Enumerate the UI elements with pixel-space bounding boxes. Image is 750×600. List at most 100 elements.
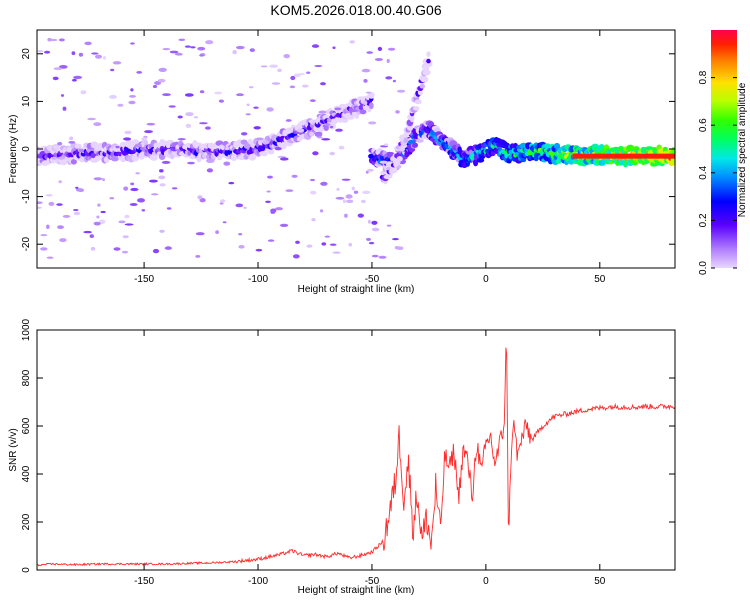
spectrogram-noise-cell — [274, 147, 282, 151]
spectrogram-noise-cell — [395, 110, 400, 114]
spectrogram-noise-cell — [37, 50, 44, 53]
spectrogram-noise-cell — [363, 79, 368, 83]
spectrogram-noise-cell — [332, 251, 341, 254]
spectrogram-ytick-label: 10 — [21, 95, 32, 107]
spectrogram-noise-cell — [73, 211, 81, 216]
spectrogram-noise-cell — [386, 224, 392, 227]
spectrogram-noise-cell — [195, 232, 205, 236]
spectrogram-noise-cell — [309, 99, 316, 102]
spectrogram-noise-cell — [177, 115, 183, 119]
spectrogram-noise-cell — [199, 54, 205, 57]
spectrogram-cell — [396, 156, 403, 162]
spectrogram-noise-cell — [93, 177, 103, 181]
spectrogram-cell — [501, 142, 510, 149]
spectrogram-noise-cell — [73, 75, 83, 80]
spectrogram-noise-cell — [168, 105, 176, 108]
spectrogram-cell — [120, 141, 127, 148]
spectrogram-noise-cell — [371, 220, 378, 225]
spectrogram-noise-cell — [266, 190, 271, 193]
spectrogram-xtick-label: -50 — [365, 274, 380, 285]
colorbar-tick-label: 0.8 — [698, 70, 709, 84]
snr-xtick-label: -50 — [365, 576, 380, 587]
spectrogram-noise-cell — [329, 151, 336, 156]
spectrogram-cell — [412, 106, 420, 111]
spectrogram-noise-cell — [253, 106, 259, 109]
spectrogram-noise-cell — [134, 143, 142, 148]
snr-ytick-label: 800 — [21, 369, 32, 386]
spectrogram-noise-cell — [121, 250, 129, 254]
spectrogram-noise-cell — [306, 244, 313, 248]
spectrogram-noise-cell — [158, 67, 167, 72]
spectrogram-cell — [424, 60, 433, 68]
spectrogram-noise-cell — [235, 203, 244, 208]
spectrogram-cell — [426, 51, 431, 57]
spectrogram-noise-cell — [269, 64, 278, 68]
spectrogram-noise-cell — [335, 196, 345, 200]
spectrogram-noise-cell — [320, 181, 328, 186]
spectrogram-noise-cell — [311, 44, 320, 48]
spectrogram-noise-cell — [357, 213, 364, 218]
spectrogram-noise-cell — [277, 155, 286, 158]
spectrogram-noise-cell — [58, 38, 65, 42]
spectrogram-noise-cell — [239, 150, 243, 153]
spectrogram-cell — [368, 102, 374, 110]
spectrogram-noise-cell — [69, 136, 74, 141]
spectrogram-noise-cell — [169, 50, 179, 54]
spectrogram-noise-cell — [267, 175, 273, 179]
spectrogram-noise-cell — [72, 78, 77, 82]
spectrogram-noise-cell — [56, 203, 63, 206]
spectrogram-noise-cell — [124, 214, 130, 219]
spectrogram-noise-cell — [312, 151, 319, 156]
spectrogram-noise-cell — [245, 113, 251, 116]
spectrogram-noise-cell — [110, 68, 115, 72]
spectrogram-noise-cell — [365, 170, 369, 174]
spectrogram-noise-cell — [52, 145, 59, 149]
spectrogram-noise-cell — [267, 239, 275, 242]
spectrogram-noise-cell — [265, 200, 271, 203]
spectrogram-noise-cell — [124, 223, 134, 226]
snr-ytick-label: 0 — [21, 567, 32, 573]
colorbar-gradient — [711, 30, 737, 268]
spectrogram-xtick-label: -100 — [248, 274, 268, 285]
spectrogram-noise-cell — [392, 238, 399, 241]
spectrogram-noise-cell — [338, 145, 345, 150]
spectrogram-noise-cell — [187, 161, 195, 165]
spectrogram-noise-cell — [71, 51, 76, 56]
chart-title: KOM5.2026.018.00.40.G06 — [270, 2, 441, 18]
spectrogram-cell — [417, 89, 423, 96]
spectrogram-noise-cell — [184, 45, 191, 48]
spectrogram-noise-cell — [68, 141, 76, 144]
spectrogram-noise-cell — [275, 207, 283, 211]
spectrogram-noise-cell — [129, 95, 136, 98]
spectrogram-noise-cell — [289, 85, 296, 89]
spectrogram-noise-cell — [324, 235, 331, 238]
spectrogram-noise-cell — [197, 46, 206, 51]
spectrogram-noise-cell — [253, 126, 261, 130]
spectrogram-noise-cell — [123, 137, 132, 141]
spectrogram-noise-cell — [386, 59, 390, 63]
spectrogram-noise-cell — [285, 119, 292, 122]
spectrogram-noise-cell — [59, 238, 67, 243]
spectrogram-noise-cell — [232, 49, 237, 55]
spectrogram-noise-cell — [283, 54, 291, 59]
spectrogram-noise-cell — [109, 94, 117, 99]
spectrogram-noise-cell — [78, 148, 84, 153]
spectrogram-cell — [414, 99, 422, 105]
spectrogram-noise-cell — [342, 199, 346, 204]
spectrogram-noise-cell — [367, 219, 371, 224]
spectrogram-noise-cell — [136, 71, 143, 74]
spectrogram-noise-cell — [174, 52, 183, 56]
spectrogram-noise-cell — [320, 209, 324, 213]
spectrogram-noise-cell — [149, 179, 158, 183]
spectrogram-noise-cell — [218, 99, 224, 103]
spectrogram-noise-cell — [223, 161, 231, 166]
spectrogram-noise-cell — [166, 207, 172, 210]
spectrogram-noise-cell — [135, 172, 140, 175]
spectrogram-noise-cell — [37, 201, 43, 204]
spectrogram-noise-cell — [144, 130, 153, 134]
spectrogram-noise-cell — [93, 122, 102, 126]
snr-ytick-label: 200 — [21, 513, 32, 530]
spectrogram-noise-cell — [353, 190, 359, 194]
spectrogram-noise-cell — [302, 84, 309, 88]
spectrogram-noise-cell — [73, 209, 79, 211]
